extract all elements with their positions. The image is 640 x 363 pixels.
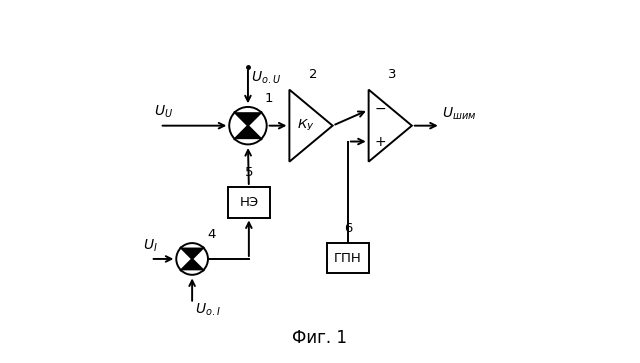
- Polygon shape: [180, 259, 204, 270]
- Text: $U_{o.U}$: $U_{o.U}$: [251, 69, 281, 86]
- Text: 1: 1: [265, 92, 273, 105]
- Text: $U_{шим}$: $U_{шим}$: [442, 106, 477, 122]
- Text: ГПН: ГПН: [334, 252, 362, 265]
- Text: $U_I$: $U_I$: [143, 237, 158, 253]
- Text: 3: 3: [388, 68, 397, 81]
- Polygon shape: [289, 90, 333, 162]
- Polygon shape: [234, 126, 262, 139]
- Polygon shape: [180, 248, 204, 259]
- Text: $К_У$: $К_У$: [297, 118, 315, 133]
- Text: $U_U$: $U_U$: [154, 104, 173, 120]
- Bar: [327, 243, 369, 273]
- Text: $U_{o.I}$: $U_{o.I}$: [195, 302, 221, 318]
- Text: Фиг. 1: Фиг. 1: [292, 329, 348, 347]
- Polygon shape: [369, 90, 412, 162]
- Text: 2: 2: [309, 68, 317, 81]
- Circle shape: [229, 107, 267, 144]
- Text: 6: 6: [344, 222, 352, 235]
- Text: НЭ: НЭ: [239, 196, 259, 209]
- Circle shape: [176, 243, 208, 275]
- Bar: [228, 187, 269, 217]
- Text: +: +: [374, 135, 386, 148]
- Text: 4: 4: [207, 228, 216, 241]
- Text: 5: 5: [244, 166, 253, 179]
- Polygon shape: [234, 112, 262, 126]
- Text: −: −: [374, 102, 386, 116]
